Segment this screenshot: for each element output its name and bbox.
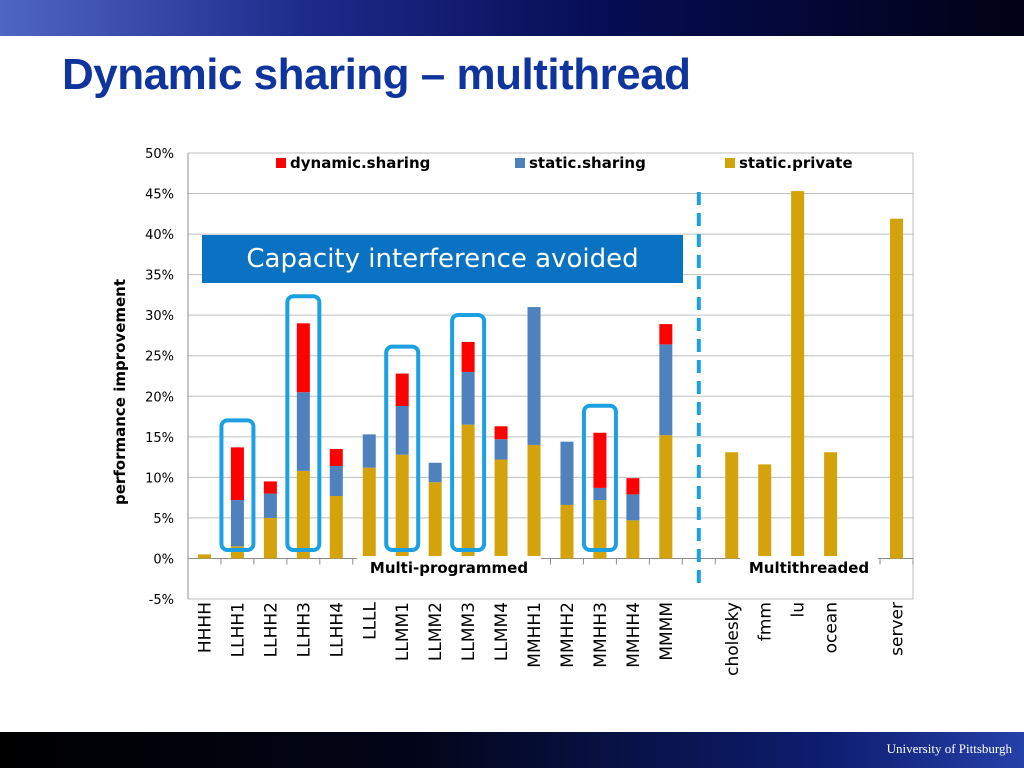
bar-static-sharing [428,462,442,483]
y-tick-label: 10% [145,471,174,486]
y-tick-label: 0% [153,552,174,567]
bar-dynamic-sharing [659,324,673,345]
bar-static-private [395,454,409,559]
bar-static-private [560,504,574,559]
bar-static-sharing [329,466,343,497]
x-category-label: LLMM3 [459,602,479,661]
highlight-outline [384,344,421,552]
highlight-outline [285,294,322,553]
x-category-label: LLMM4 [492,602,512,661]
legend-swatch [725,158,735,168]
legend-swatch [515,158,525,168]
bar-dynamic-sharing [593,432,607,488]
slide-title: Dynamic sharing – multithread [62,50,691,99]
y-tick-label: 45% [145,188,174,203]
footer-text: University of Pittsburgh [886,741,1012,756]
bar-static-sharing [527,307,541,445]
y-tick-label: -5% [149,593,174,608]
bar-static-sharing [395,406,409,455]
bar-static-private [593,500,607,559]
highlight-outline [219,418,256,552]
bar-static-private [362,467,376,559]
bar-static-sharing [593,487,607,501]
highlight-outline [450,312,487,552]
y-tick-label: 20% [145,390,174,405]
x-category-label: MMMM [657,602,677,661]
bar-static-sharing [494,439,508,460]
bar-static-sharing [296,392,310,471]
y-tick-label: 35% [145,269,174,284]
bar-dynamic-sharing [626,478,640,495]
x-category-label: LLLL [360,601,380,639]
y-tick-label: 50% [145,147,174,162]
bar-static-private [791,191,805,559]
bar-dynamic-sharing [263,481,277,494]
y-tick-label: 40% [145,228,174,243]
y-tick-label: 5% [153,512,174,527]
bar-static-private [263,517,277,559]
bar-dynamic-sharing [230,447,244,501]
x-category-label: LLMM1 [393,602,413,661]
bar-static-private [758,464,772,559]
bar-static-private [725,452,739,559]
y-axis-label: performance improvement [111,279,129,505]
legend-swatch [276,158,286,168]
y-tick-label: 15% [145,431,174,446]
x-category-label: MMHH1 [525,602,545,668]
bar-static-sharing [560,441,574,505]
bar-static-private [428,482,442,559]
y-tick-label: 30% [145,309,174,324]
x-category-label: ocean [822,602,842,653]
bar-static-private [494,459,508,559]
x-category-label: LLHH4 [327,602,347,657]
top-banner [0,0,1024,36]
bar-dynamic-sharing [461,341,475,372]
x-category-label: MMHH3 [591,602,611,668]
bar-static-private [329,496,343,559]
bar-static-private [890,218,904,559]
bar-static-sharing [362,434,376,468]
section-label-multiprogrammed: Multi-programmed [370,559,528,577]
bar-static-sharing [230,500,244,547]
legend-label: dynamic.sharing [290,154,430,172]
bar-static-private [626,520,640,559]
x-category-label: MMHH2 [558,602,578,668]
legend-label: static.sharing [529,154,646,172]
bar-static-private [197,554,211,559]
x-category-label: MMHH4 [624,602,644,668]
x-category-label: HHHH [195,602,215,653]
x-category-label: LLHH3 [294,602,314,657]
highlight-outline [581,403,618,552]
section-label-multithreaded: Multithreaded [749,559,869,577]
bar-dynamic-sharing [395,373,409,407]
x-category-label: LLHH2 [261,602,281,657]
x-category-label: lu [789,602,809,618]
bar-static-private [461,424,475,559]
bar-static-private [296,470,310,559]
bar-static-sharing [263,493,277,518]
bar-dynamic-sharing [296,323,310,393]
bar-static-sharing [626,494,640,521]
bar-static-private [527,444,541,559]
legend-label: static.private [739,154,853,172]
bar-static-sharing [461,371,475,425]
bar-static-private [824,452,838,559]
x-category-label: LLHH1 [228,602,248,657]
x-category-label: LLMM2 [426,602,446,661]
callout-box: Capacity interference avoided [202,235,683,283]
bottom-banner: University of Pittsburgh [0,732,1024,768]
bar-static-sharing [659,344,673,436]
x-category-label: server [888,602,908,656]
callout-text: Capacity interference avoided [246,244,639,274]
x-category-label: fmm [756,602,776,641]
x-category-label: cholesky [723,602,743,676]
section-label-bg [740,556,878,578]
section-label-bg [357,556,541,578]
bar-dynamic-sharing [494,426,508,440]
bar-dynamic-sharing [329,448,343,467]
y-tick-label: 25% [145,350,174,365]
bar-static-private [659,435,673,559]
